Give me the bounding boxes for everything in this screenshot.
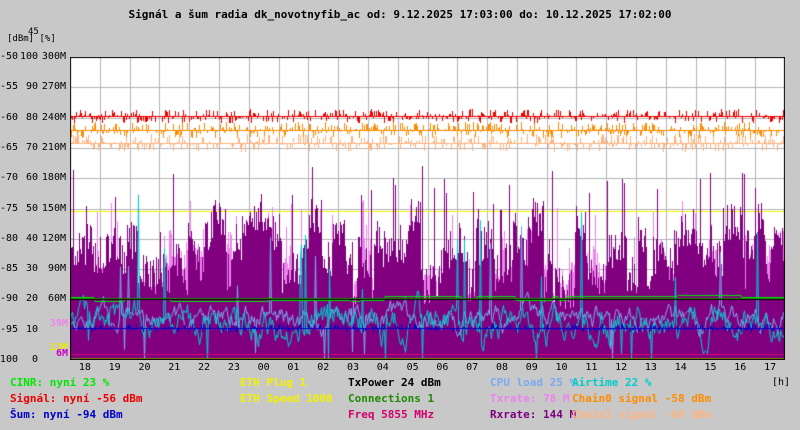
y-tick-dbm: -70: [0, 172, 18, 184]
legend-item-eth-speed: ETH Speed 1000: [240, 392, 333, 405]
legend-item-noise: Šum: nyní -94 dBm: [10, 408, 123, 421]
y-axis-unit-top: 45: [28, 27, 39, 37]
y-tick-percent: 60: [25, 172, 38, 184]
x-axis-tick: 06: [436, 362, 449, 373]
x-axis-tick: 10: [555, 362, 568, 373]
y-tick-percent: 0: [31, 354, 38, 365]
legend-item-txrate: Txrate: 78 M: [490, 392, 570, 405]
legend-item-freq: Freq 5855 MHz: [348, 408, 435, 421]
x-axis-tick: 15: [704, 362, 717, 373]
y-tick-dbm: -90: [0, 293, 18, 305]
y-tick-percent: 50: [25, 202, 38, 214]
x-axis-tick: 05: [406, 362, 419, 373]
legend-item-rxrate: Rxrate: 144 M: [490, 408, 577, 421]
x-axis-tick: 11: [585, 362, 598, 373]
y-tick-rate: 240M: [41, 111, 66, 123]
x-axis-tick: 16: [734, 362, 747, 373]
y-tick-dbm: -100: [0, 354, 18, 365]
x-axis-tick: 14: [674, 362, 687, 373]
y-tick-rate: 120M: [41, 232, 66, 244]
y-rate-marker: 13M: [50, 342, 69, 354]
y-tick-rate: 210M: [41, 141, 66, 153]
y-tick-rate: 180M: [41, 172, 66, 184]
x-axis-unit-label: [h]: [772, 377, 791, 388]
y-tick-percent: 100: [19, 51, 38, 62]
y-axis-unit-bottom: [dBm] [%]: [7, 34, 56, 44]
y-tick-percent: 40: [25, 232, 38, 244]
y-tick-dbm: -50: [0, 51, 18, 62]
x-axis-tick: 13: [644, 362, 657, 373]
x-axis-tick: 02: [317, 362, 330, 373]
y-tick-dbm: -65: [0, 141, 18, 153]
x-axis-tick: 21: [168, 362, 181, 373]
legend-item-airtime: Airtime 22 %: [572, 376, 652, 389]
y-tick-dbm: -60: [0, 111, 18, 123]
y-tick-rate: 300M: [41, 51, 66, 62]
x-axis-tick: 07: [466, 362, 479, 373]
y-tick-rate: 150M: [41, 202, 66, 214]
x-axis-tick: 01: [287, 362, 300, 373]
y-tick-dbm: -85: [0, 263, 18, 275]
page-title: Signál a šum radia dk_novotnyfib_ac od: …: [128, 8, 672, 21]
legend-item-chain0-signal: Chain0 signal -58 dBm: [572, 392, 712, 405]
y-tick-percent: 30: [25, 263, 38, 275]
legend-item-connections: Connections 1: [348, 392, 435, 405]
y-tick-percent: 70: [25, 141, 38, 153]
y-tick-percent: 20: [25, 293, 38, 305]
x-axis-tick: 18: [78, 362, 91, 373]
legend-item-txpower: TxPower 24 dBm: [348, 376, 441, 389]
x-axis-tick: 17: [764, 362, 777, 373]
x-axis-tick: 19: [108, 362, 121, 373]
signal-noise-chart-plot: [70, 57, 785, 360]
y-tick-dbm: -75: [0, 202, 18, 214]
x-axis-tick: 22: [198, 362, 211, 373]
y-rate-marker: 39M: [50, 318, 69, 330]
x-axis-tick: 04: [376, 362, 389, 373]
legend-item-chain1-signal: Chain1 signal -60 dBm: [572, 408, 712, 421]
legend-item-cinr: CINR: nyní 23 %: [10, 376, 110, 389]
y-tick-rate: 60M: [47, 293, 66, 305]
y-tick-percent: 90: [25, 81, 38, 93]
legend-item-eth-plug: ETH Plug 1: [240, 376, 307, 389]
x-axis-tick: 03: [346, 362, 360, 373]
y-rate-marker: 6M: [56, 348, 69, 360]
x-axis-tick: 20: [138, 362, 151, 373]
y-tick-rate: 90M: [47, 263, 66, 275]
legend-item-cpu-load: CPU load 25 %: [490, 376, 577, 389]
y-tick-dbm: -80: [0, 232, 18, 244]
x-axis-tick: 12: [615, 362, 628, 373]
x-axis-tick: 23: [227, 362, 240, 373]
y-tick-dbm: -95: [0, 323, 18, 335]
legend-item-signal: Signál: nyní -56 dBm: [10, 392, 143, 405]
y-tick-percent: 80: [25, 111, 38, 123]
y-tick-percent: 10: [25, 323, 38, 335]
x-axis-tick: 08: [495, 362, 508, 373]
y-tick-rate: 270M: [41, 81, 66, 93]
x-axis-tick: 09: [525, 362, 538, 373]
y-tick-dbm: -55: [0, 81, 18, 93]
x-axis-tick: 00: [257, 362, 270, 373]
